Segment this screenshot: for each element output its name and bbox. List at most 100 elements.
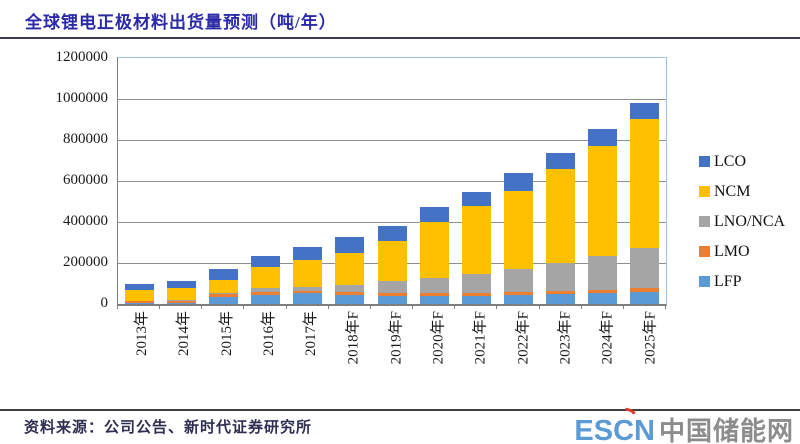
x-axis-tick — [117, 305, 118, 309]
bar-segment-LNO/NCA — [588, 256, 618, 290]
bar-segment-NCM — [124, 290, 154, 301]
legend-label: NCM — [714, 182, 751, 200]
bar-segment-NCM — [335, 252, 365, 285]
bar-segment-LMO — [630, 288, 660, 293]
x-tick-label: 2024年F — [599, 311, 616, 365]
bar-segment-NCM — [588, 146, 618, 257]
x-tick-label: 2023年F — [557, 311, 574, 365]
footer-divider — [0, 409, 800, 411]
y-tick-label: 600000 — [63, 172, 108, 188]
bar-segment-LFP — [630, 292, 660, 304]
y-tick-label: 200000 — [63, 254, 108, 270]
chart-title: 全球锂电正极材料出货量预测（吨/年） — [25, 13, 337, 32]
bar-segment-LCO — [503, 173, 533, 191]
bar-2021年F — [461, 191, 491, 304]
x-label-slot: 2017年 — [286, 309, 328, 401]
x-tick-label: 2017年 — [303, 311, 320, 357]
bar-2016年 — [251, 255, 281, 304]
bar-segment-LNO/NCA — [630, 247, 660, 289]
bar-segment-LCO — [461, 191, 491, 207]
bar-segment-LFP — [208, 296, 238, 304]
bar-segment-LNO/NCA — [124, 300, 154, 302]
bar-segment-NCM — [293, 259, 323, 287]
escn-logo: ESCN 中国储能网 — [574, 407, 794, 444]
bar-segment-LCO — [546, 152, 576, 169]
bar-segment-LFP — [166, 302, 196, 304]
x-tick-label: 2015年 — [218, 311, 235, 357]
x-tick-label: 2018年F — [345, 311, 362, 365]
x-label-slot: 2023年F — [540, 309, 582, 401]
bar-2024年F — [588, 128, 618, 304]
bar-segment-LMO — [293, 291, 323, 294]
x-label-slot: 2025年F — [625, 309, 667, 401]
bar-segment-NCM — [208, 279, 238, 293]
bar-segment-LNO/NCA — [461, 273, 491, 294]
legend-label: LFP — [714, 272, 742, 290]
x-axis-labels: 2013年 2014年 2015年 2016年 2017年 2018年F 2019年F 202… — [117, 309, 667, 401]
bar-segment-LFP — [377, 296, 407, 304]
escn-logo-text: ESCN — [574, 407, 655, 444]
bar-segment-LMO — [377, 292, 407, 297]
bar-segment-LMO — [503, 291, 533, 295]
bar-segment-LMO — [461, 293, 491, 296]
bar-segment-LCO — [208, 268, 238, 280]
bar-segment-LFP — [293, 293, 323, 304]
x-label-slot: 2020年F — [413, 309, 455, 401]
bar-2014年 — [166, 281, 196, 304]
y-tick-label: 1000000 — [55, 90, 109, 106]
bar-segment-LMO — [419, 292, 449, 296]
legend-label: LCO — [714, 152, 746, 170]
x-axis-tick — [243, 305, 245, 309]
x-label-slot: 2016年 — [244, 309, 286, 401]
legend: LCO NCM LNO/NCA LMO LFP — [699, 153, 785, 303]
gridline — [118, 181, 666, 182]
x-tick-label: 2021年F — [472, 311, 489, 365]
bar-2022年F — [503, 173, 533, 304]
x-axis-tick — [580, 305, 582, 309]
bar-segment-NCM — [503, 190, 533, 269]
bar-segment-LCO — [377, 225, 407, 241]
x-tick-label: 2014年 — [176, 311, 193, 357]
y-tick-label: 0 — [100, 295, 109, 311]
x-tick-label: 2022年F — [514, 311, 531, 365]
bar-segment-LNO/NCA — [166, 299, 196, 301]
bar-segment-LNO/NCA — [208, 292, 238, 295]
bar-segment-LCO — [588, 128, 618, 147]
legend-label: LNO/NCA — [714, 212, 786, 230]
bar-segment-LFP — [251, 294, 281, 304]
bar-segment-LNO/NCA — [251, 288, 281, 292]
legend-swatch-icon — [699, 156, 710, 167]
x-axis-tick — [369, 305, 371, 309]
legend-item-LFP: LFP — [699, 273, 785, 290]
x-tick-label: 2020年F — [430, 311, 447, 365]
bar-slot — [160, 58, 202, 304]
bar-slot — [540, 58, 582, 304]
bar-segment-LNO/NCA — [546, 263, 576, 291]
bar-segment-LCO — [293, 247, 323, 260]
bar-slot — [287, 58, 329, 304]
bar-2013年 — [124, 284, 154, 304]
x-tick-label: 2019年F — [388, 311, 405, 365]
bar-segment-LMO — [251, 291, 281, 295]
legend-swatch-icon — [699, 276, 710, 287]
bar-segment-NCM — [461, 206, 491, 274]
x-label-slot: 2024年F — [582, 309, 624, 401]
bar-segment-LNO/NCA — [419, 278, 449, 293]
x-tick-label: 2013年 — [134, 311, 151, 357]
bar-segment-LCO — [166, 281, 196, 289]
source-note: 资料来源：公司公告、新时代证券研究所 — [24, 420, 313, 436]
bar-segment-NCM — [546, 168, 576, 264]
bar-series — [118, 58, 666, 304]
bar-2020年F — [419, 207, 449, 304]
bar-slot — [624, 58, 666, 304]
bar-slot — [455, 58, 497, 304]
bar-segment-LFP — [503, 294, 533, 304]
y-tick-label: 1200000 — [55, 49, 109, 65]
gridline — [118, 140, 666, 141]
bar-segment-LFP — [588, 292, 618, 304]
gridline — [118, 222, 666, 223]
legend-item-NCM: NCM — [699, 183, 785, 200]
plot-area — [117, 57, 667, 306]
bar-slot — [202, 58, 244, 304]
